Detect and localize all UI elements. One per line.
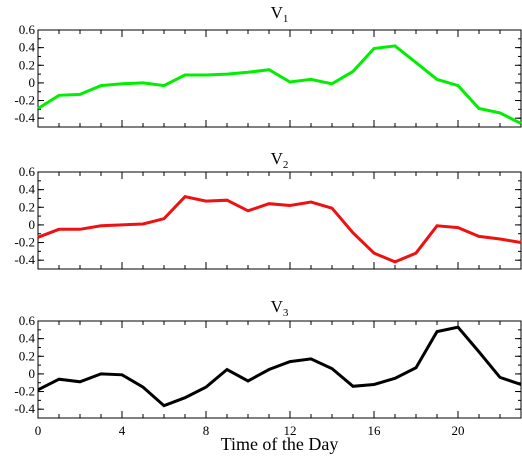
y-tick-label: 0 <box>29 366 36 381</box>
x-tick-label: 0 <box>35 423 42 438</box>
y-tick-label: -0.2 <box>14 93 35 108</box>
plot-frame <box>37 171 522 270</box>
y-tick-label: 0.2 <box>19 199 35 214</box>
panel-title-main: V <box>271 3 284 22</box>
series-line-v1 <box>37 44 522 125</box>
plot-frame <box>37 320 522 419</box>
y-tick-label: 0 <box>29 217 36 232</box>
y-tick-label: 0.6 <box>19 313 36 328</box>
y-tick-label: 0.6 <box>19 22 36 37</box>
panel-title-main: V <box>271 149 284 168</box>
x-tick-label: 8 <box>203 423 210 438</box>
y-tick-label: 0 <box>29 75 36 90</box>
x-tick-label: 20 <box>452 423 465 438</box>
y-tick-label: -0.4 <box>14 110 35 125</box>
panel-1: V1 0.6 0.4 0.2 0 -0.2 -0.4 <box>14 3 522 128</box>
series-line-v3 <box>37 325 522 408</box>
y-tick-label: -0.2 <box>14 235 35 250</box>
y-tick-label: -0.4 <box>14 252 35 267</box>
panel-title-subscript: 3 <box>283 307 289 319</box>
y-tick-label: -0.4 <box>14 401 35 416</box>
plot-frame <box>37 29 522 128</box>
x-tick-label: 16 <box>368 423 382 438</box>
x-axis-title: Time of the Day <box>221 434 339 454</box>
panel-3: V3 0.6 0.4 0.2 0 -0.2 -0.4 <box>14 297 522 419</box>
y-tick-label: 0.6 <box>19 164 36 179</box>
series-line-v2 <box>37 195 522 264</box>
panel-title-subscript: 2 <box>283 159 289 171</box>
x-tick-label: 12 <box>284 423 297 438</box>
y-tick-label: 0.4 <box>19 182 36 197</box>
y-tick-label: 0.2 <box>19 57 35 72</box>
panel-title-subscript: 1 <box>283 13 289 25</box>
y-tick-label: 0.4 <box>19 331 36 346</box>
y-tick-label: -0.2 <box>14 384 35 399</box>
panel-title: V3 <box>271 297 289 319</box>
panel-title: V2 <box>271 149 289 171</box>
x-tick-label: 4 <box>119 423 126 438</box>
panel-title-main: V <box>271 297 284 316</box>
panel-title: V1 <box>271 3 289 25</box>
y-tick-label: 0.2 <box>19 348 35 363</box>
panel-2: V2 0.6 0.4 0.2 0 -0.2 -0.4 <box>14 149 522 270</box>
y-tick-label: 0.4 <box>19 40 36 55</box>
